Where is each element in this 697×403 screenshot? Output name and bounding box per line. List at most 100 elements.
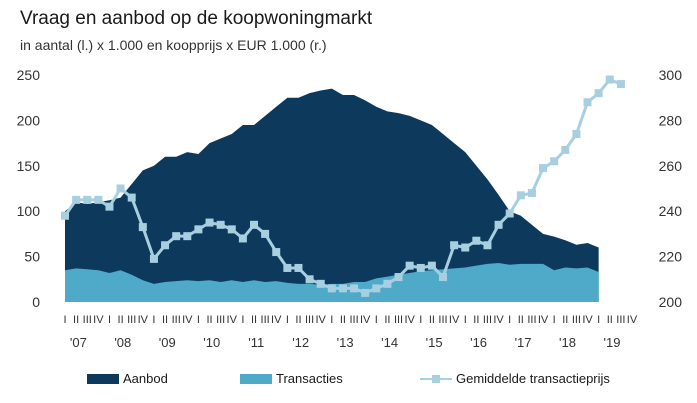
price-marker	[305, 275, 314, 284]
legend-prijs-swatch	[420, 373, 452, 385]
right-tick-label: 220	[659, 249, 683, 265]
right-tick-label: 200	[659, 294, 683, 310]
price-marker	[361, 288, 370, 297]
quarter-label: I	[553, 314, 556, 326]
quarter-label: IV	[360, 314, 371, 326]
legend-aanbod-label: Aanbod	[123, 371, 168, 386]
price-marker	[94, 195, 103, 204]
quarter-label: I	[108, 314, 111, 326]
quarter-label: I	[241, 314, 244, 326]
price-marker	[505, 209, 514, 218]
price-marker	[194, 225, 203, 234]
quarter-label: III	[438, 314, 447, 326]
quarter-label: III	[172, 314, 181, 326]
quarter-label: IV	[582, 314, 593, 326]
price-marker	[605, 75, 614, 84]
year-label: '11	[248, 335, 264, 350]
price-marker	[72, 195, 81, 204]
quarter-label: III	[527, 314, 536, 326]
quarter-label: I	[63, 314, 66, 326]
left-tick-label: 150	[17, 158, 41, 174]
year-label: '19	[604, 335, 621, 350]
quarter-label: III	[483, 314, 492, 326]
quarter-label: III	[261, 314, 270, 326]
price-marker	[216, 220, 225, 229]
price-marker	[161, 241, 170, 250]
quarter-label: II	[473, 314, 479, 326]
price-marker	[594, 89, 603, 98]
left-tick-label: 200	[17, 112, 41, 128]
quarter-label: III	[349, 314, 358, 326]
price-marker	[350, 284, 359, 293]
price-marker	[450, 241, 459, 250]
quarter-label: III	[572, 314, 581, 326]
price-marker	[61, 211, 69, 220]
quarter-label: IV	[227, 314, 238, 326]
price-marker	[316, 279, 325, 288]
price-marker	[227, 225, 236, 234]
left-tick-label: 0	[32, 294, 40, 310]
quarter-label: III	[394, 314, 403, 326]
quarter-label: IV	[627, 314, 638, 326]
legend-transacties-label: Transacties	[276, 371, 343, 386]
price-marker	[439, 273, 447, 282]
quarter-label: IV	[93, 314, 104, 326]
quarter-label: I	[330, 314, 333, 326]
year-label: '08	[114, 335, 131, 350]
price-marker	[149, 254, 158, 263]
quarter-label: II	[607, 314, 613, 326]
price-marker	[105, 202, 114, 211]
quarter-label: II	[251, 314, 257, 326]
year-label: '18	[559, 335, 576, 350]
price-marker	[338, 284, 347, 293]
price-marker	[183, 232, 192, 241]
year-label: '15	[426, 335, 443, 350]
price-marker	[294, 263, 303, 272]
quarter-label: II	[73, 314, 79, 326]
quarter-label: I	[597, 314, 600, 326]
quarter-label: IV	[182, 314, 193, 326]
right-tick-label: 260	[659, 158, 683, 174]
quarter-label: II	[518, 314, 524, 326]
price-marker	[472, 236, 481, 245]
left-tick-label: 100	[17, 203, 41, 219]
price-marker	[394, 273, 403, 282]
price-marker	[205, 218, 214, 227]
price-marker	[494, 220, 503, 229]
quarter-label: I	[152, 314, 155, 326]
year-label: '14	[381, 335, 398, 350]
quarter-label: I	[197, 314, 200, 326]
price-marker	[261, 229, 270, 238]
quarter-label: I	[286, 314, 289, 326]
quarter-label: IV	[271, 314, 282, 326]
quarter-label: II	[206, 314, 212, 326]
quarter-label: III	[616, 314, 625, 326]
quarter-label: I	[375, 314, 378, 326]
price-marker	[283, 263, 292, 272]
legend-prijs: Gemiddelde transactieprijs	[420, 371, 610, 386]
year-label: '09	[159, 335, 176, 350]
quarter-label: IV	[538, 314, 549, 326]
price-marker	[272, 248, 281, 257]
quarter-label: II	[562, 314, 568, 326]
price-marker	[483, 241, 492, 250]
price-marker	[539, 164, 548, 173]
legend: Aanbod Transacties Gemiddelde transactie…	[0, 371, 697, 391]
quarter-label: I	[508, 314, 511, 326]
quarter-label: III	[305, 314, 314, 326]
left-tick-label: 50	[24, 249, 40, 265]
price-marker	[327, 284, 336, 293]
year-label: '07	[70, 335, 87, 350]
price-marker	[516, 191, 525, 200]
price-marker	[83, 195, 92, 204]
chart-subtitle: in aantal (l.) x 1.000 en koopprijs x EU…	[20, 37, 327, 53]
area-transacties	[65, 262, 599, 302]
quarter-label: II	[429, 314, 435, 326]
legend-transacties-swatch	[240, 373, 272, 384]
quarter-label: II	[162, 314, 168, 326]
quarter-label: I	[464, 314, 467, 326]
quarter-label: IV	[316, 314, 327, 326]
price-marker	[238, 234, 247, 243]
quarter-label: IV	[404, 314, 415, 326]
